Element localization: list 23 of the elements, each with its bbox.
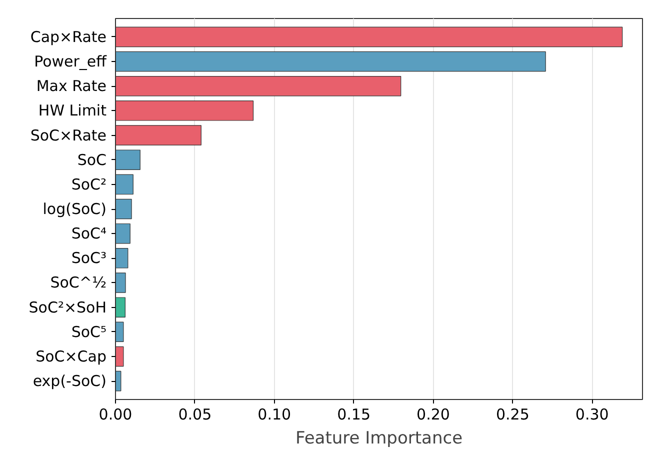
- y-tick-label: exp(-SoC): [32, 372, 107, 390]
- y-tick-label: SoC⁵: [71, 322, 106, 341]
- x-tick-label: 0.15: [337, 406, 371, 424]
- x-tick-label: 0.05: [178, 406, 212, 424]
- x-tick-label: 0.00: [98, 406, 132, 424]
- x-tick-label: 0.30: [575, 406, 609, 424]
- y-tick-label: SoC×Cap: [36, 347, 107, 366]
- y-tick-label: SoC²×SoH: [28, 298, 106, 316]
- y-tick-label: SoC²: [71, 175, 106, 194]
- x-tick-label: 0.25: [496, 406, 530, 424]
- y-tick-label: SoC⁴: [71, 224, 106, 243]
- x-axis-title: Feature Importance: [295, 428, 463, 448]
- y-tick-label: SoC: [77, 150, 107, 169]
- y-tick-label: SoC×Rate: [30, 126, 107, 144]
- y-tick-label: SoC^½: [50, 274, 106, 292]
- x-tick-label: 0.10: [258, 406, 292, 424]
- y-tick-label: Power_eff: [34, 52, 108, 71]
- y-tick-label: SoC³: [71, 249, 106, 268]
- y-tick-label: log(SoC): [42, 200, 107, 218]
- y-tick-label: HW Limit: [38, 102, 107, 120]
- y-tick-label: Cap×Rate: [30, 28, 107, 46]
- y-tick-label: Max Rate: [36, 77, 107, 96]
- x-tick-label: 0.20: [416, 406, 450, 424]
